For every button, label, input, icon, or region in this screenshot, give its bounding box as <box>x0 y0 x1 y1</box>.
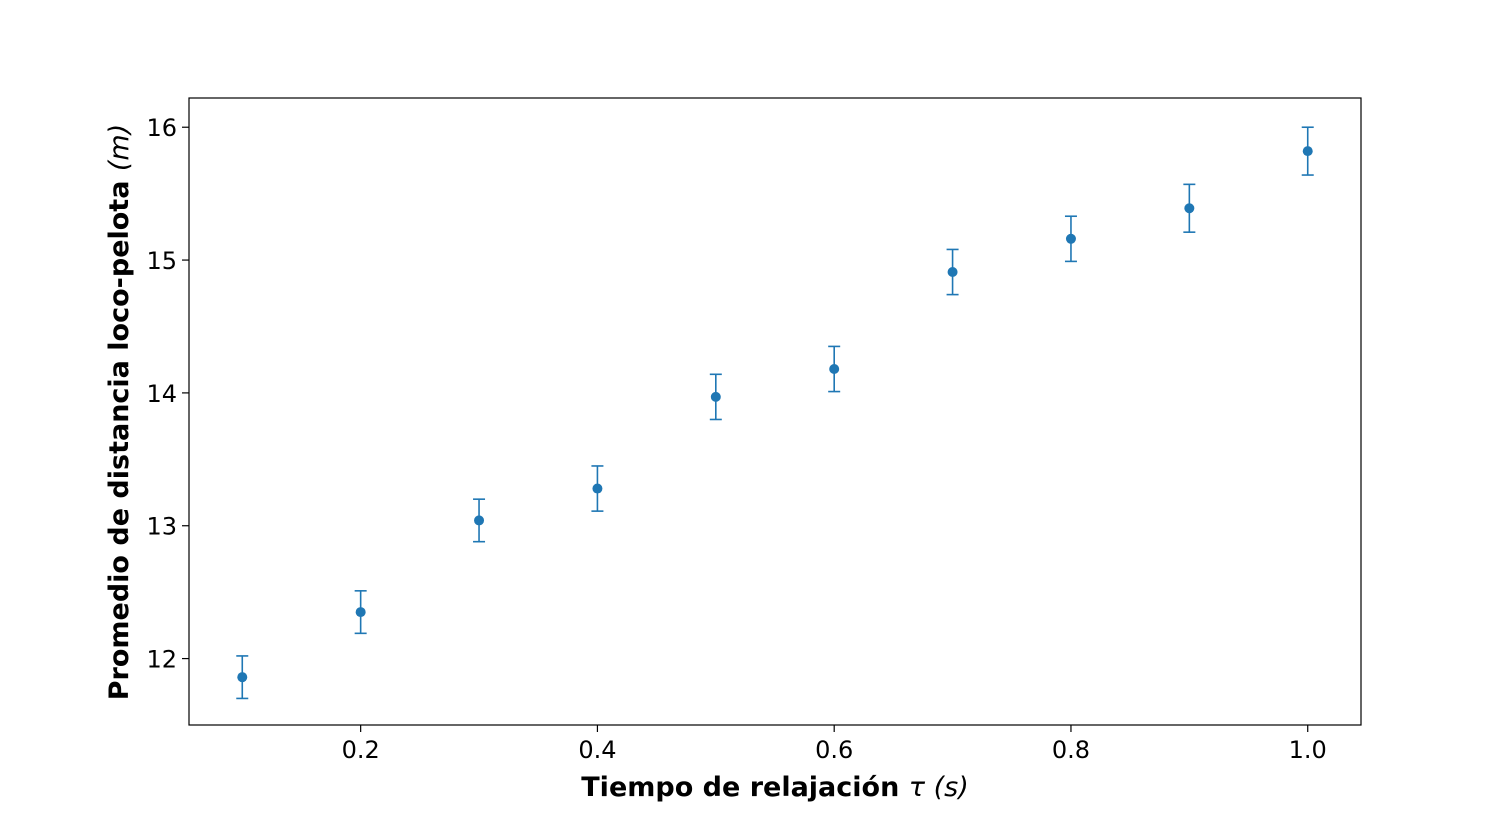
data-point-marker <box>1065 233 1076 244</box>
error-bar-point <box>709 373 722 421</box>
error-bar-point <box>1183 183 1196 233</box>
y-tick-label: 14 <box>146 380 177 408</box>
error-bar-point <box>354 590 367 635</box>
error-bar-point <box>1301 126 1314 176</box>
x-axis-label: Tiempo de relajación τ (s) <box>581 772 968 803</box>
data-point-marker <box>1184 203 1195 214</box>
error-bar-point <box>828 345 841 393</box>
data-point-marker <box>592 483 603 494</box>
x-tick-label: 1.0 <box>1289 736 1327 764</box>
x-axis-ticks: 0.2 0.4 0.6 0.8 1.0 <box>342 725 1327 764</box>
data-points <box>236 126 1314 700</box>
error-bar-point <box>473 498 486 543</box>
x-tick-label: 0.4 <box>578 736 616 764</box>
y-axis-ticks: 12 13 14 15 16 <box>146 114 189 674</box>
x-tick-label: 0.2 <box>342 736 380 764</box>
y-tick-label: 16 <box>146 114 177 142</box>
data-point-marker <box>355 607 366 618</box>
data-point-marker <box>710 391 721 402</box>
y-tick-label: 15 <box>146 247 177 275</box>
y-tick-label: 12 <box>146 646 177 674</box>
y-axis-label: Promedio de distancia loco-pelota (m) <box>104 124 135 701</box>
data-point-marker <box>237 672 248 683</box>
plot-area-frame <box>188 97 1362 726</box>
error-bar-point <box>1064 215 1077 263</box>
data-point-marker <box>1302 146 1313 157</box>
error-bar-point <box>946 248 959 296</box>
error-bar-point <box>591 465 604 512</box>
data-point-marker <box>474 515 485 526</box>
x-tick-label: 0.8 <box>1052 736 1090 764</box>
y-tick-label: 13 <box>146 513 177 541</box>
data-point-marker <box>829 363 840 374</box>
data-point-marker <box>947 267 958 278</box>
error-bar-point <box>236 655 249 700</box>
x-tick-label: 0.6 <box>815 736 853 764</box>
